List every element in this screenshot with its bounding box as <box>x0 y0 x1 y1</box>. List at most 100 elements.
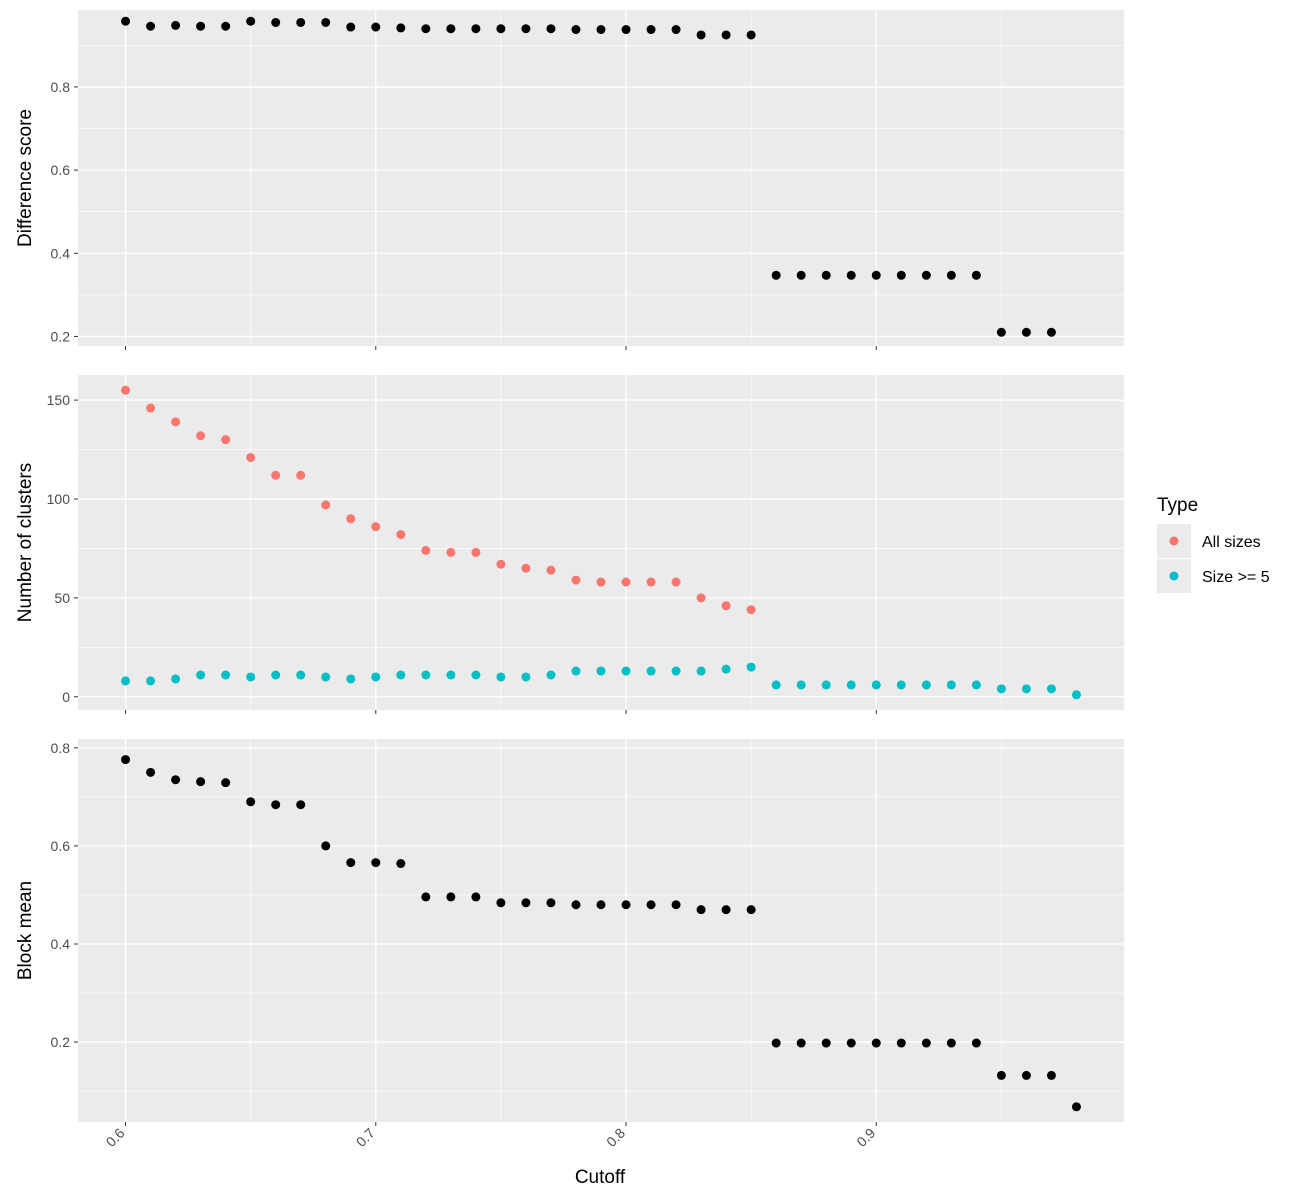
data-point <box>146 21 156 31</box>
data-point <box>171 20 181 30</box>
data-point <box>321 672 331 682</box>
x-tick-label: 0.9 <box>853 1125 878 1150</box>
legend-label-all-sizes: All sizes <box>1202 534 1261 551</box>
y-tick-label: 0.6 <box>51 162 71 178</box>
data-point <box>696 593 706 603</box>
y-tick-label: 0.8 <box>51 79 71 95</box>
data-point <box>621 25 631 35</box>
panel-3: 0.2 0.4 0.6 0.8 0.6 0.7 0.8 0.9 Block mean <box>15 739 1124 1150</box>
data-point <box>996 684 1006 694</box>
data-point <box>721 30 731 40</box>
data-point <box>121 676 131 686</box>
data-point <box>696 905 706 915</box>
data-point <box>121 755 131 765</box>
y-axis-title: Difference score <box>15 109 36 247</box>
panels: 0.2 0.4 0.6 0.8 Difference score 0 50 100 150 Num… <box>15 10 1124 1150</box>
data-point <box>571 666 581 676</box>
data-point <box>421 545 431 555</box>
data-point <box>571 900 581 910</box>
data-point <box>896 680 906 690</box>
data-point <box>596 25 606 35</box>
data-point <box>546 24 556 34</box>
data-point <box>421 24 431 34</box>
data-point <box>321 841 331 851</box>
data-point <box>596 666 606 676</box>
x-tick-label: 0.7 <box>353 1125 378 1150</box>
data-point <box>746 905 756 915</box>
data-point <box>1021 1070 1031 1080</box>
data-point <box>346 858 356 868</box>
panel-background <box>78 739 1124 1122</box>
data-point <box>996 327 1006 337</box>
data-point <box>346 674 356 684</box>
data-point <box>846 1038 856 1048</box>
data-point <box>646 666 656 676</box>
data-point <box>1046 327 1056 337</box>
data-point <box>1021 684 1031 694</box>
legend-key-size-ge-5 <box>1169 571 1179 581</box>
data-point <box>221 435 231 445</box>
data-point <box>296 800 306 810</box>
data-point <box>196 21 206 31</box>
data-point <box>221 670 231 680</box>
data-point <box>596 900 606 910</box>
data-point <box>946 1038 956 1048</box>
data-point <box>521 898 531 908</box>
data-point <box>871 680 881 690</box>
data-point <box>946 680 956 690</box>
data-point <box>471 24 481 34</box>
panel-background <box>78 10 1124 346</box>
data-point <box>771 680 781 690</box>
data-point <box>446 24 456 34</box>
data-point <box>821 1038 831 1048</box>
data-point <box>121 385 131 395</box>
data-point <box>671 577 681 587</box>
data-point <box>1046 1070 1056 1080</box>
data-point <box>271 17 281 27</box>
data-point <box>446 547 456 557</box>
data-point <box>721 601 731 611</box>
data-point <box>546 898 556 908</box>
data-point <box>546 670 556 680</box>
data-point <box>321 17 331 27</box>
data-point <box>796 680 806 690</box>
data-point <box>371 522 381 532</box>
panel-background <box>78 375 1124 710</box>
data-point <box>671 666 681 676</box>
data-point <box>396 23 406 33</box>
legend-label-size-ge-5: Size >= 5 <box>1202 569 1270 586</box>
data-point <box>796 1038 806 1048</box>
panel-1: 0.2 0.4 0.6 0.8 Difference score <box>15 10 1124 350</box>
y-tick-label: 0.8 <box>51 740 71 756</box>
data-point <box>1071 1102 1081 1112</box>
data-point <box>721 905 731 915</box>
x-tick-label: 0.8 <box>603 1125 628 1150</box>
data-point <box>721 664 731 674</box>
data-point <box>146 403 156 413</box>
data-point <box>646 900 656 910</box>
data-point <box>971 270 981 280</box>
data-point <box>571 575 581 585</box>
data-point <box>971 680 981 690</box>
data-point <box>896 1038 906 1048</box>
data-point <box>196 670 206 680</box>
data-point <box>621 666 631 676</box>
data-point <box>621 900 631 910</box>
y-tick-label: 0 <box>62 689 70 705</box>
y-tick-label: 0.4 <box>51 245 71 261</box>
data-point <box>271 470 281 480</box>
data-point <box>546 565 556 575</box>
data-point <box>496 24 506 34</box>
legend-title: Type <box>1157 495 1198 516</box>
data-point <box>646 25 656 35</box>
data-point <box>246 797 256 807</box>
data-point <box>696 666 706 676</box>
data-point <box>271 670 281 680</box>
y-axis-title: Number of clusters <box>15 463 36 622</box>
data-point <box>846 680 856 690</box>
data-point <box>346 22 356 32</box>
data-point <box>371 672 381 682</box>
data-point <box>996 1070 1006 1080</box>
data-point <box>396 859 406 869</box>
data-point <box>896 270 906 280</box>
